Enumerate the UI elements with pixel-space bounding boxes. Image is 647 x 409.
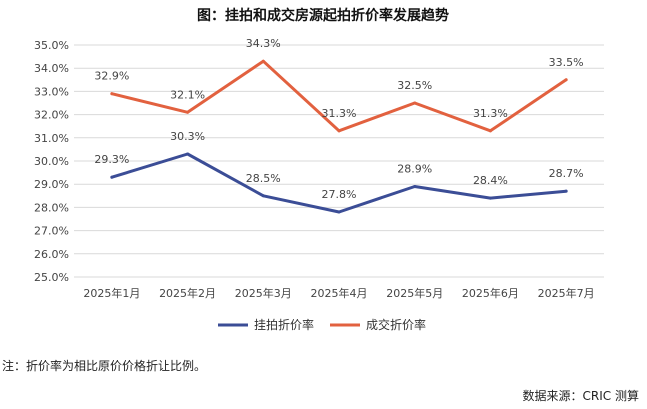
data-point xyxy=(186,152,190,156)
y-tick-label: 26.0% xyxy=(34,248,69,261)
x-tick-label: 2025年1月 xyxy=(83,286,140,300)
data-point xyxy=(261,194,265,198)
data-label: 31.3% xyxy=(322,107,357,120)
data-point xyxy=(488,129,492,133)
y-tick-label: 28.0% xyxy=(34,201,69,214)
data-label: 32.9% xyxy=(94,70,129,83)
data-point xyxy=(564,189,568,193)
y-tick-label: 34.0% xyxy=(34,62,69,75)
data-label: 32.5% xyxy=(397,79,432,92)
x-tick-label: 2025年4月 xyxy=(311,286,368,300)
y-tick-label: 33.0% xyxy=(34,85,69,98)
data-point xyxy=(110,175,114,179)
legend-label: 挂拍折价率 xyxy=(254,317,314,332)
x-tick-label: 2025年5月 xyxy=(386,286,443,300)
x-tick-label: 2025年2月 xyxy=(159,286,216,300)
gridlines xyxy=(74,44,604,278)
data-labels: 29.3% 30.3% 28.5% 27.8% 28.9% 28.4% 28.7% 32.9%… xyxy=(94,37,583,201)
data-label: 28.9% xyxy=(397,163,432,176)
x-tick-label: 2025年3月 xyxy=(235,286,292,300)
data-point xyxy=(337,210,341,214)
y-tick-label: 35.0% xyxy=(34,39,69,52)
y-tick-label: 32.0% xyxy=(34,109,69,122)
y-tick-label: 30.0% xyxy=(34,155,69,168)
y-axis-ticks: 25.0% 26.0% 27.0% 28.0% 29.0% 30.0% 31.0% 32.0%… xyxy=(34,39,69,284)
data-label: 28.4% xyxy=(473,174,508,187)
data-point xyxy=(413,185,417,189)
x-tick-label: 2025年7月 xyxy=(538,286,595,300)
y-tick-label: 27.0% xyxy=(34,225,69,238)
legend: 挂拍折价率 成交折价率 xyxy=(218,317,426,332)
y-tick-label: 25.0% xyxy=(34,271,69,284)
data-point xyxy=(261,59,265,63)
data-point xyxy=(337,129,341,133)
y-tick-label: 29.0% xyxy=(34,178,69,191)
chart-title: 图：挂拍和成交房源起拍折价率发展趋势 xyxy=(197,7,449,24)
data-point xyxy=(488,196,492,200)
data-label: 33.5% xyxy=(549,56,584,69)
x-axis-ticks: 2025年1月 2025年2月 2025年3月 2025年4月 2025年5月 2025年… xyxy=(83,286,594,300)
source-credit: 数据来源：CRIC 测算 xyxy=(522,389,639,403)
data-label: 27.8% xyxy=(322,188,357,201)
y-tick-label: 31.0% xyxy=(34,132,69,145)
footnote: 注：折价率为相比原价价格折让比例。 xyxy=(2,359,207,373)
data-point xyxy=(413,101,417,105)
data-point xyxy=(186,110,190,114)
series-lines xyxy=(110,59,568,214)
data-point xyxy=(110,92,114,96)
data-label: 34.3% xyxy=(246,37,281,50)
legend-label: 成交折价率 xyxy=(366,317,426,332)
data-point xyxy=(564,78,568,82)
data-label: 32.1% xyxy=(170,88,205,101)
data-label: 30.3% xyxy=(170,130,205,143)
data-label: 28.5% xyxy=(246,172,281,185)
x-tick-label: 2025年6月 xyxy=(462,286,519,300)
data-label: 29.3% xyxy=(94,153,129,166)
data-label: 28.7% xyxy=(549,167,584,180)
data-label: 31.3% xyxy=(473,107,508,120)
